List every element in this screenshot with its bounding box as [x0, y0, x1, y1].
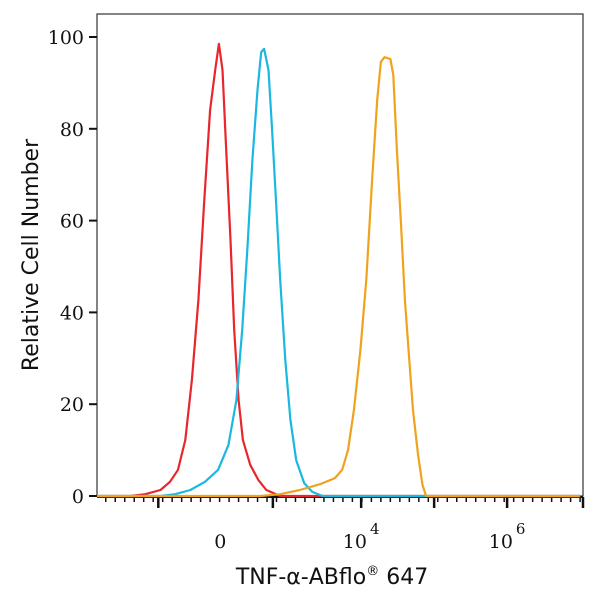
x-tick-base: 0	[214, 531, 226, 553]
series-line-orange	[97, 56, 581, 498]
y-tick-label: 100	[48, 27, 84, 49]
y-tick-label: 0	[72, 486, 84, 508]
x-tick-base: 10	[489, 531, 513, 553]
plot-frame	[96, 13, 584, 497]
x-axis-title: TNF-α-ABflo® 647	[235, 564, 428, 590]
series-group	[97, 42, 581, 498]
x-axis-title-main: TNF-α-ABflo	[235, 565, 366, 590]
y-axis-title: Relative Cell Number	[19, 138, 44, 371]
series-line-red	[99, 42, 581, 498]
x-tick-label: 0	[214, 531, 226, 553]
series-line-cyan	[97, 47, 581, 498]
y-tick-label: 20	[60, 394, 84, 416]
y-axis: 0 20 40 60 80 100	[48, 27, 97, 508]
x-tick-exponent: 4	[370, 520, 380, 538]
y-tick-label: 40	[60, 302, 84, 324]
y-tick-label: 60	[60, 211, 84, 233]
x-tick-label: 106	[489, 520, 526, 553]
x-tick-label: 104	[343, 520, 380, 553]
y-tick-label: 80	[60, 119, 84, 141]
x-tick-exponent: 6	[516, 520, 526, 538]
x-axis-title-tail: 647	[379, 565, 428, 590]
x-axis-title-reg: ®	[366, 564, 379, 579]
x-tick-base: 10	[343, 531, 367, 553]
